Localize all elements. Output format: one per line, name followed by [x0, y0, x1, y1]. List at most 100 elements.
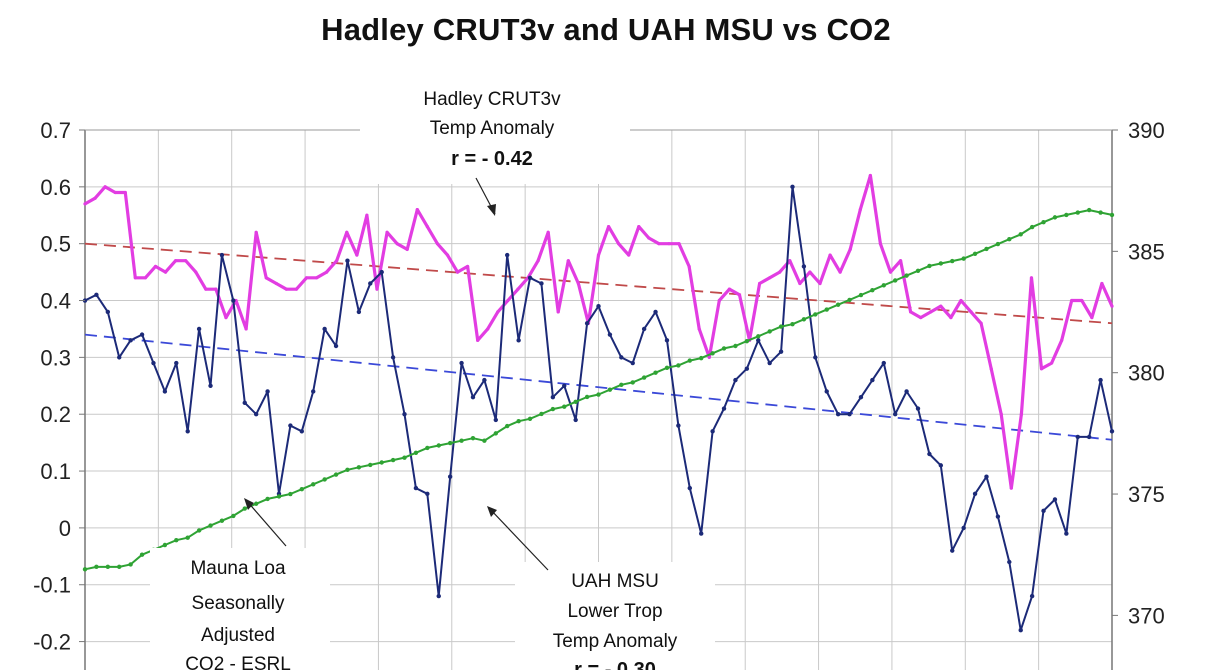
series-point	[425, 445, 430, 451]
series-point	[550, 406, 556, 412]
series-point	[1064, 531, 1069, 536]
series-point	[379, 460, 384, 465]
series-point	[687, 358, 692, 363]
series-point	[113, 190, 117, 195]
series-point	[390, 457, 396, 463]
series-point	[824, 307, 829, 312]
series-point	[356, 465, 362, 470]
series-point	[242, 506, 247, 511]
series-point	[835, 302, 841, 307]
annotation-uah-line2: Lower Trop	[567, 601, 662, 622]
series-point	[1060, 338, 1064, 342]
series-point	[637, 225, 641, 229]
series-point	[83, 202, 87, 206]
series-point	[1019, 412, 1023, 416]
series-point	[1075, 210, 1080, 215]
annotation-co2-line3: Adjusted	[201, 625, 275, 646]
series-point	[995, 241, 1001, 247]
series-point	[153, 264, 158, 269]
annotation-arrowhead	[244, 498, 254, 510]
series-point	[322, 326, 327, 332]
annotation-arrowhead	[487, 506, 497, 517]
series-point	[938, 463, 944, 468]
annotation-arrow	[488, 507, 549, 571]
series-point	[455, 270, 460, 274]
series-point	[105, 309, 111, 315]
series-point	[133, 276, 137, 280]
series-point	[546, 230, 550, 234]
series-point	[1080, 298, 1084, 303]
annotation-hadley-line1: Hadley CRUT3v	[423, 89, 561, 110]
series-point	[322, 477, 327, 482]
series-point	[790, 321, 795, 327]
series-point	[710, 429, 715, 434]
left-tick-label: 0	[59, 516, 71, 541]
annotation-hadley-line2: Temp Anomaly	[430, 118, 555, 139]
series-point	[630, 380, 635, 385]
series-point	[1029, 593, 1035, 599]
series-point	[425, 491, 430, 496]
series-point	[335, 259, 339, 263]
series-point	[733, 343, 738, 349]
series-point	[1029, 224, 1035, 230]
annotation-uah-line1: UAH MSU	[571, 571, 659, 592]
series-point	[128, 338, 133, 343]
series-point	[813, 355, 818, 360]
series-point	[835, 412, 841, 417]
series-point	[989, 367, 993, 371]
series-point	[219, 252, 225, 258]
series-point	[1070, 298, 1074, 303]
series-point	[1100, 281, 1104, 286]
series-point	[244, 327, 248, 331]
series-point	[288, 491, 293, 497]
left-tick-label: 0.5	[40, 232, 71, 257]
series-point	[536, 259, 540, 263]
series-point	[818, 281, 822, 286]
series-point	[744, 366, 750, 371]
series-point	[1018, 232, 1023, 237]
right-tick-label: 385	[1128, 239, 1165, 264]
series-point	[459, 438, 464, 443]
left-tick-label: 0.4	[40, 289, 71, 314]
series-point	[539, 281, 544, 286]
series-point	[717, 298, 721, 303]
series-point	[808, 270, 812, 274]
series-point	[801, 317, 807, 322]
series-point	[584, 394, 590, 400]
series-point	[1098, 210, 1103, 215]
series-point	[1049, 361, 1054, 365]
series-point	[390, 355, 396, 360]
series-point	[798, 281, 802, 286]
series-point	[596, 253, 601, 257]
series-point	[676, 423, 681, 428]
series-point	[311, 389, 316, 394]
series-point	[1018, 628, 1023, 633]
chart-title: Hadley CRUT3v and UAH MSU vs CO2	[321, 12, 891, 47]
series-point	[653, 309, 658, 315]
series-point	[505, 252, 510, 258]
series-point	[482, 377, 487, 383]
series-point	[778, 349, 784, 354]
annotation-co2-line4: CO2 - ESRL	[185, 654, 291, 670]
series-point	[858, 394, 864, 400]
series-point	[768, 276, 772, 280]
series-point	[999, 412, 1003, 416]
series-point	[566, 259, 570, 263]
series-point	[345, 258, 350, 263]
series-point	[204, 287, 208, 291]
series-point	[584, 321, 590, 326]
series-point	[208, 383, 213, 388]
series-point	[253, 501, 259, 506]
annotation-bg	[360, 84, 630, 184]
series-point	[214, 287, 218, 291]
series-point	[1098, 377, 1103, 383]
series-point	[868, 173, 872, 178]
series-point	[254, 230, 258, 234]
annotation-bg	[515, 562, 715, 670]
series-point	[143, 276, 148, 280]
series-point	[919, 315, 923, 320]
series-point	[174, 537, 179, 543]
series-point	[208, 523, 213, 528]
series-point	[950, 258, 955, 264]
